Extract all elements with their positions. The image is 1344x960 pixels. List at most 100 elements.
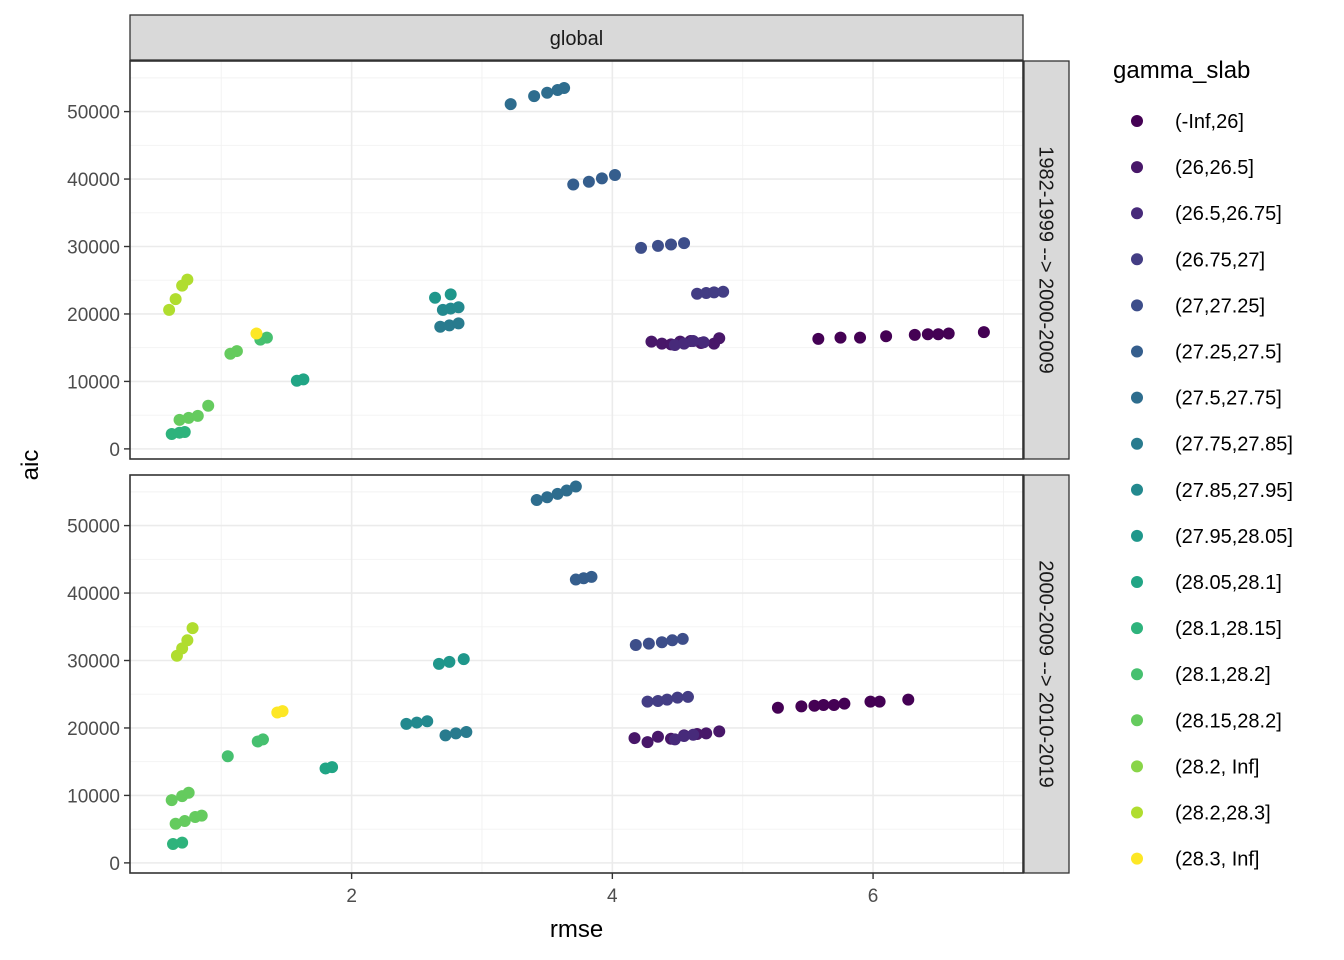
y-tick-label: 20000 [67,719,120,740]
y-axis-title: aic [17,450,44,481]
data-point [942,327,955,340]
data-point [681,690,694,703]
data-point [771,701,784,714]
row-strip-label: 2000-2009 --> 2010-2019 [1035,560,1057,787]
data-point [608,169,621,182]
data-point [176,836,189,849]
data-point [651,694,664,707]
y-tick-label: 0 [109,854,120,875]
data-point [827,699,840,712]
data-point [457,653,470,666]
data-point [641,736,654,749]
data-point [668,338,681,351]
legend-label: (27.25,27.5] [1175,342,1282,364]
data-point [687,728,700,741]
legend-key [1131,806,1143,819]
legend: gamma_slab (-Inf,26] (26,26.5] (26.5,26.75… [1113,57,1293,871]
data-point [276,705,289,718]
data-point [452,301,465,314]
legend-entry: (28.3, Inf] [1131,849,1260,871]
y-tick-label: 30000 [67,652,120,673]
data-point [178,426,191,439]
data-point [808,699,821,712]
legend-entry: (28.05,28.1] [1131,572,1282,594]
data-point [434,320,447,333]
column-strip-label: global [550,28,603,50]
data-point [230,345,243,358]
data-point [582,175,595,188]
data-point [444,288,457,301]
data-point [628,732,641,745]
x-tick-label: 6 [868,886,879,907]
legend-label: (26.5,26.75] [1175,203,1282,225]
panel-1: 0 10000 20000 30000 40000 50000 1982-1999 --> … [67,60,1070,461]
data-point [812,332,825,345]
panel-background [130,61,1023,459]
data-point [595,172,608,185]
data-point [460,726,473,739]
data-point [661,693,674,706]
y-tick-label: 40000 [67,170,120,191]
legend-entry: (28.2, Inf] [1131,756,1260,778]
data-point [173,413,186,426]
data-point [977,326,990,339]
panel-border [129,60,1024,460]
x-tick-label: 2 [346,886,357,907]
data-point [645,335,658,348]
data-point [873,695,886,708]
y-tick-label: 0 [109,440,120,461]
data-point [880,330,893,343]
data-point [528,90,541,103]
data-point [443,655,456,668]
data-point [167,837,180,850]
legend-label: (27.5,27.75] [1175,388,1282,410]
legend-key [1131,576,1143,588]
row-strip: 2000-2009 --> 2010-2019 [1023,474,1070,874]
row-strip-box [1023,60,1070,460]
data-point [795,700,808,713]
data-point [713,332,726,345]
legend-entry: (27.75,27.85] [1131,434,1293,456]
legend-key [1131,253,1143,266]
data-point [221,750,234,763]
data-point [921,328,934,341]
y-tick-label: 10000 [67,372,120,393]
legend-key [1131,161,1143,174]
data-point [443,319,456,332]
legend-entries: (-Inf,26] (26,26.5] (26.5,26.75] (26.75,27]… [1131,111,1293,871]
legend-label: (-Inf,26] [1175,111,1244,133]
data-point [452,317,465,330]
legend-label: (27.75,27.85] [1175,434,1293,456]
y-tick-label: 50000 [67,517,120,538]
data-point [400,717,413,730]
data-point [708,286,721,299]
data-point [838,697,851,710]
legend-entry: (28.2,28.3] [1131,803,1271,825]
panel-background [130,475,1023,873]
legend-entry: (-Inf,26] [1131,111,1244,133]
data-point [864,695,877,708]
data-point [854,331,867,344]
data-point [834,331,847,344]
x-tick-label: 4 [607,886,618,907]
data-point [181,273,194,286]
panels: 0 10000 20000 30000 40000 50000 1982-1999 --> … [67,60,1070,907]
legend-key [1131,622,1143,635]
column-strip: global [129,14,1024,61]
legend-key [1131,115,1143,127]
data-point [191,409,204,422]
data-point [629,638,642,651]
y-tick-label: 20000 [67,305,120,326]
legend-entry: (28.1,28.15] [1131,618,1282,640]
legend-label: (28.2, Inf] [1175,756,1260,778]
x-axis-title: rmse [550,916,603,943]
data-point [567,178,580,191]
legend-entry: (26,26.5] [1131,157,1254,179]
legend-label: (26,26.5] [1175,157,1254,179]
legend-label: (28.15,28.2] [1175,710,1282,732]
data-point [541,86,554,99]
legend-key [1131,345,1143,358]
legend-key [1131,483,1143,496]
x-axis: 2 4 6 [346,873,878,907]
